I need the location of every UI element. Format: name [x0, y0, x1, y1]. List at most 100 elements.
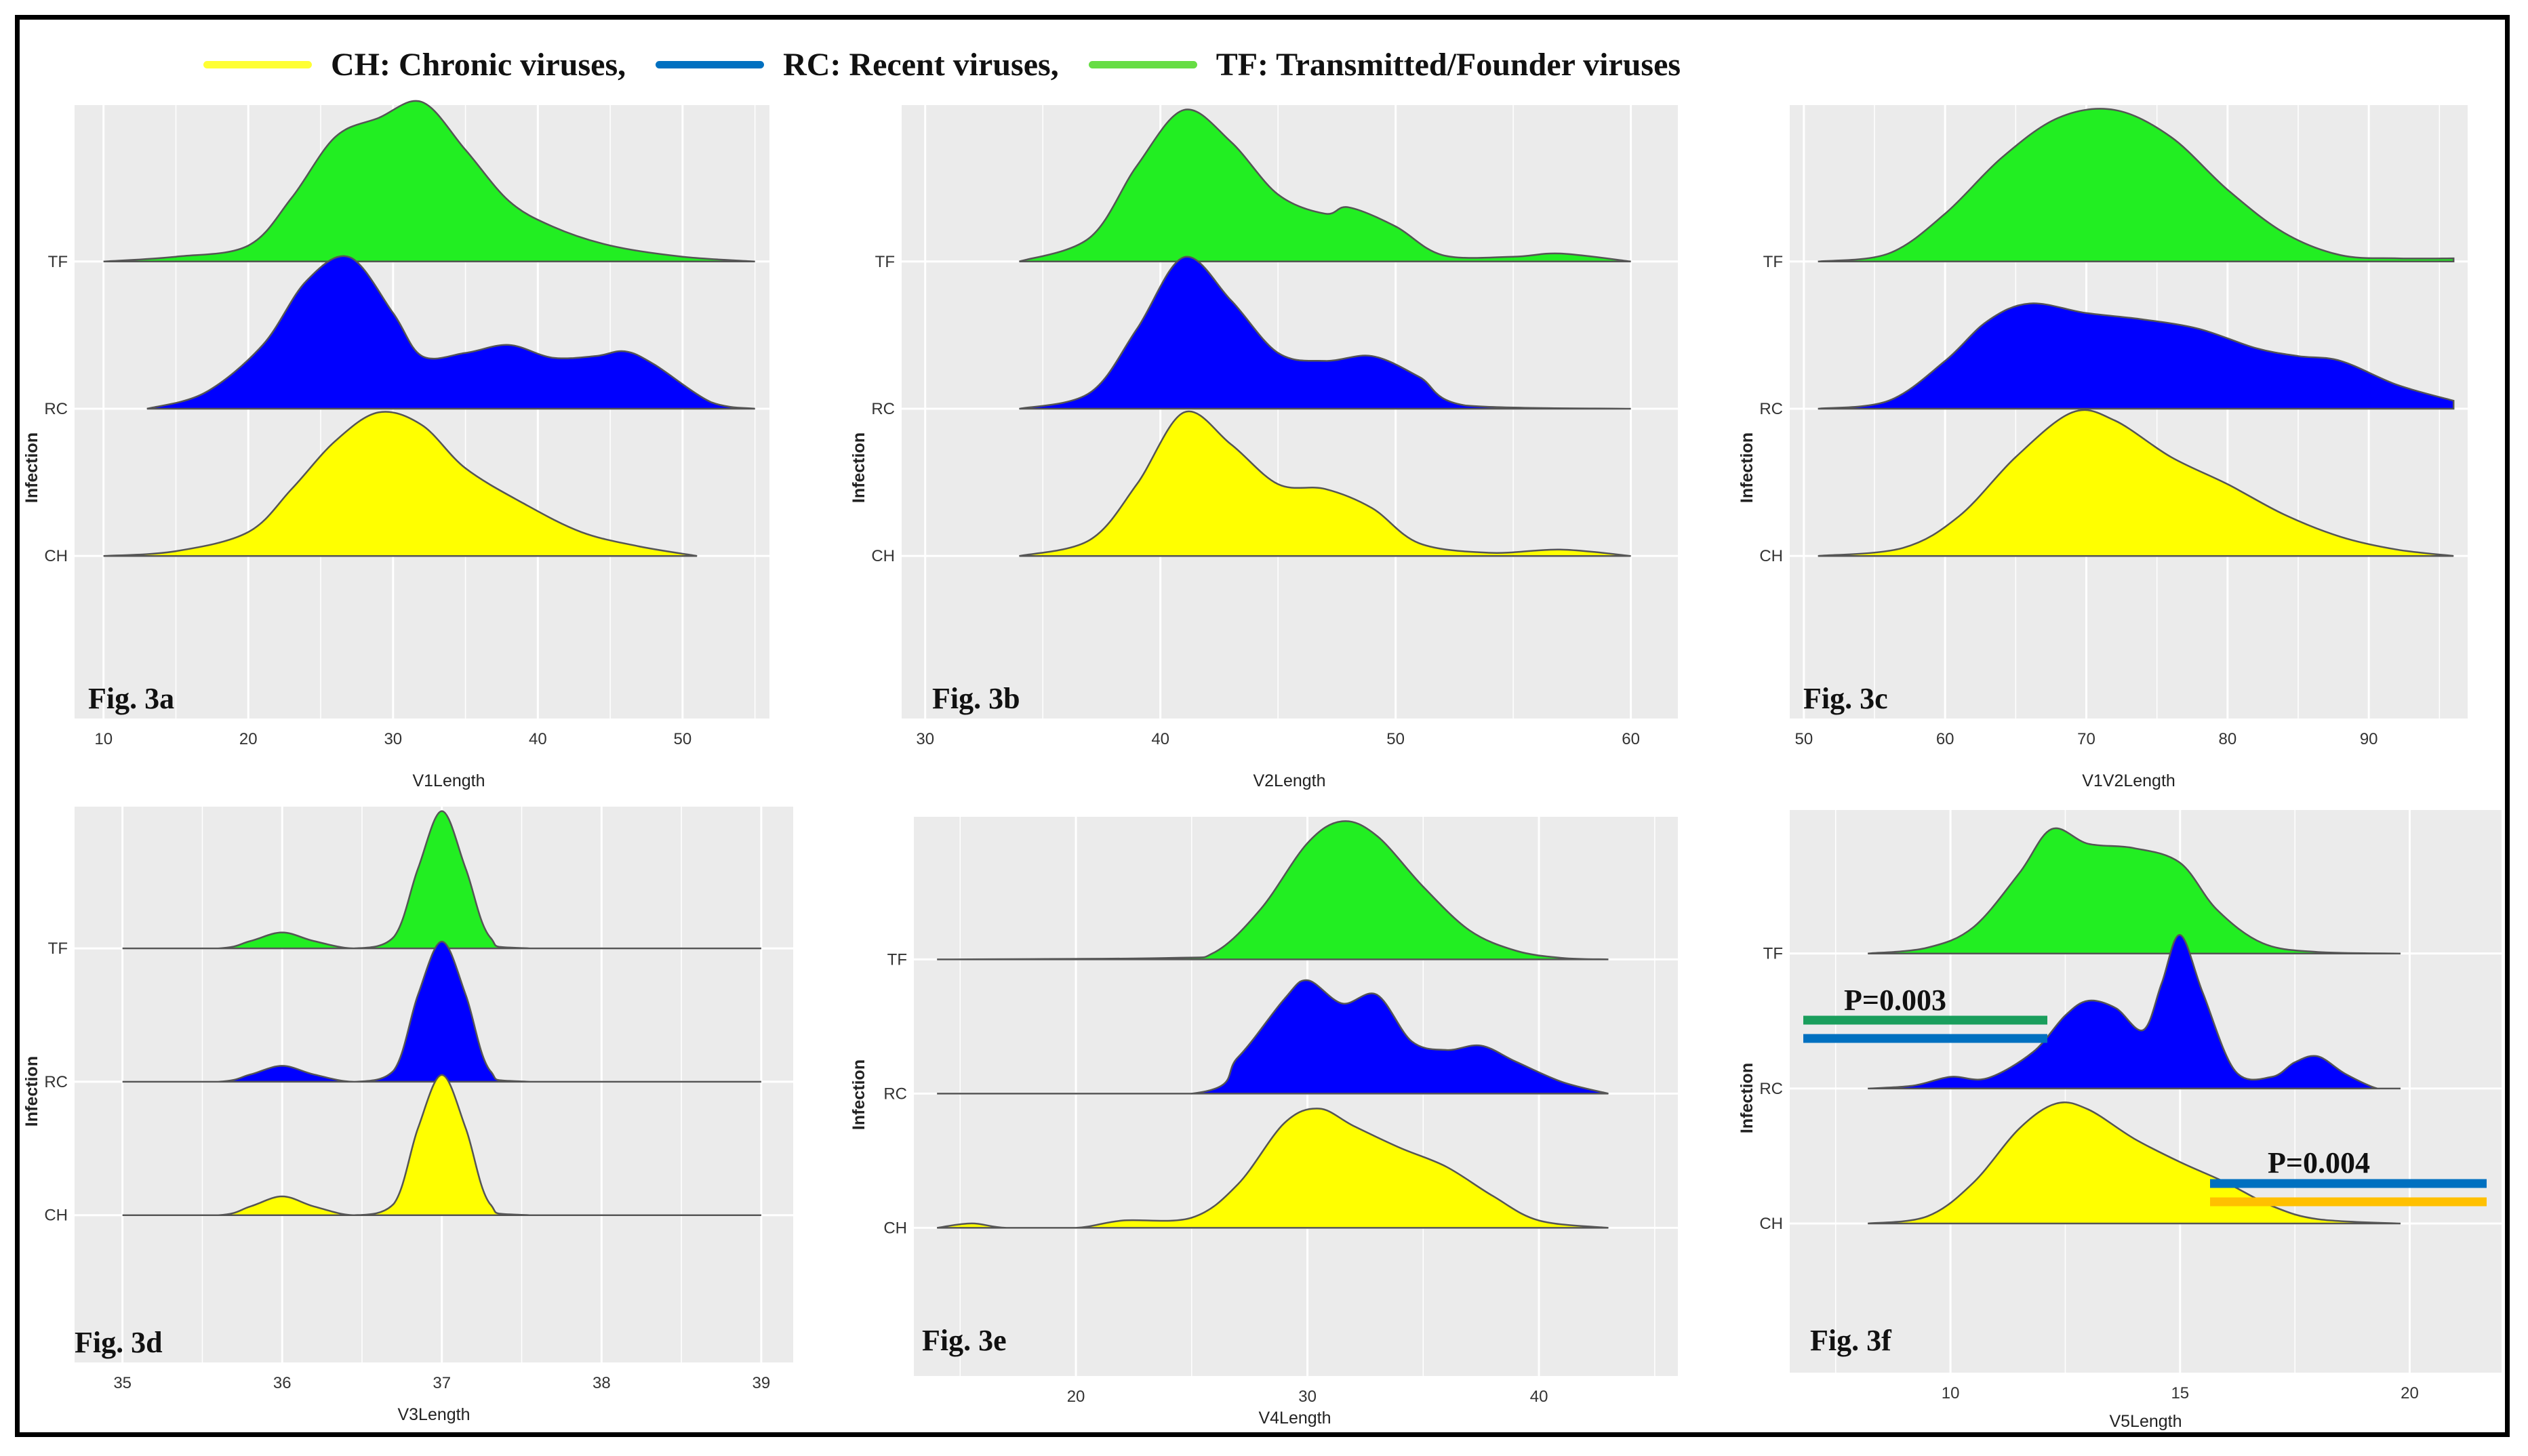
x-tick-3c-50: 50	[1794, 730, 1813, 748]
x-tick-3c-90: 90	[2360, 730, 2378, 748]
y-tick-3e-ch: CH	[883, 1219, 907, 1237]
density-3a-tf	[103, 100, 755, 263]
x-tick-3a-10: 10	[94, 730, 113, 748]
p-value-0004: P=0.004	[2268, 1146, 2370, 1179]
y-tick-3d-ch: CH	[44, 1207, 68, 1225]
x-axis-title-3a: V1Length	[412, 771, 485, 790]
x-tick-3e-30: 30	[1298, 1388, 1317, 1406]
x-tick-3c-80: 80	[2218, 730, 2236, 748]
y-axis-title-3b: Infection	[849, 432, 868, 503]
chart-fig-3a: 10 20 30 40 50 TF RC CH Fig. 3a V1Length Infect…	[22, 100, 769, 790]
legend-item-rc: RC: Recent viruses,	[656, 46, 1059, 83]
x-tick-3d-35: 35	[113, 1374, 132, 1392]
legend-item-tf: TF: Transmitted/Founder viruses	[1088, 46, 1681, 83]
legend-swatch-tf	[1088, 60, 1197, 68]
x-tick-3d-39: 39	[753, 1374, 771, 1392]
x-tick-3e-40: 40	[1530, 1388, 1548, 1406]
fig-label-3c: Fig. 3c	[1803, 682, 1888, 715]
fig-label-3a: Fig. 3a	[88, 682, 174, 715]
y-tick-3c-rc: RC	[1759, 400, 1783, 418]
fig-label-3b: Fig. 3b	[932, 682, 1020, 715]
density-3f-rc	[1868, 934, 2401, 1090]
x-tick-3b-50: 50	[1386, 730, 1405, 748]
y-tick-3b-ch: CH	[871, 547, 895, 565]
y-tick-3a-rc: RC	[44, 400, 68, 418]
y-tick-3d-rc: RC	[44, 1073, 68, 1091]
x-tick-3f-20: 20	[2401, 1384, 2419, 1402]
panel-fig-3c: 50 60 70 80 90 TF RC CH Fig. 3c V1V2Length Infe…	[1736, 88, 2508, 793]
density-3a-ch	[103, 411, 698, 557]
x-tick-3b-30: 30	[916, 730, 934, 748]
y-tick-3e-tf: TF	[887, 950, 907, 969]
legend-label-rc: RC: Recent viruses,	[783, 46, 1059, 83]
x-axis-title-3b: V2Length	[1253, 771, 1325, 790]
x-tick-3f-15: 15	[2171, 1384, 2189, 1402]
x-tick-3c-70: 70	[2077, 730, 2095, 748]
x-tick-3d-36: 36	[273, 1374, 292, 1392]
density-3e-ch	[937, 1108, 1609, 1229]
y-tick-3d-tf: TF	[48, 939, 68, 958]
y-tick-3a-ch: CH	[44, 547, 68, 565]
y-tick-3c-ch: CH	[1759, 547, 1783, 565]
density-3c-rc	[1818, 302, 2455, 410]
y-tick-3f-ch: CH	[1759, 1215, 1783, 1233]
y-axis-title-3c: Infection	[1738, 432, 1757, 503]
legend-label-tf: TF: Transmitted/Founder viruses	[1216, 46, 1681, 83]
x-tick-3d-38: 38	[593, 1374, 611, 1392]
panel-fig-3d: 35 36 37 38 39 TF RC CH Fig. 3d V3Length Infect…	[20, 793, 834, 1437]
panel-fig-3e: 20 30 40 TF RC CH Fig. 3e V4Length Infection	[847, 793, 1688, 1437]
density-3b-rc	[1019, 256, 1631, 410]
fig-label-3d: Fig. 3d	[75, 1326, 163, 1359]
plot-bg-3b	[902, 105, 1678, 719]
chart-fig-3b: 30 40 50 60 TF RC CH Fig. 3b V2Length Infectio…	[849, 105, 1678, 790]
legend: CH: Chronic viruses, RC: Recent viruses,…	[203, 37, 1710, 92]
y-tick-3b-tf: TF	[875, 253, 895, 271]
y-tick-3e-rc: RC	[883, 1085, 907, 1103]
density-3c-tf	[1818, 108, 2455, 263]
panel-fig-3b: 30 40 50 60 TF RC CH Fig. 3b V2Length Infectio…	[847, 88, 1688, 793]
x-tick-3f-10: 10	[1942, 1384, 1960, 1402]
y-tick-3f-rc: RC	[1759, 1080, 1783, 1098]
x-tick-3c-60: 60	[1936, 730, 1954, 748]
x-tick-3b-60: 60	[1622, 730, 1640, 748]
y-axis-title-3f: Infection	[1738, 1063, 1757, 1133]
x-tick-3a-20: 20	[239, 730, 258, 748]
x-tick-3a-50: 50	[674, 730, 692, 748]
x-tick-3b-40: 40	[1151, 730, 1169, 748]
density-3b-ch	[1019, 410, 1631, 557]
density-3f-tf	[1868, 827, 2401, 954]
chart-fig-3d: 35 36 37 38 39 TF RC CH Fig. 3d V3Length Infect…	[22, 807, 793, 1424]
density-3e-rc	[937, 979, 1609, 1095]
x-tick-3e-20: 20	[1067, 1388, 1085, 1406]
x-tick-3a-40: 40	[529, 730, 547, 748]
legend-swatch-rc	[656, 60, 765, 68]
chart-fig-3e: 20 30 40 TF RC CH Fig. 3e V4Length Infection	[849, 817, 1678, 1428]
p-value-0003: P=0.003	[1844, 984, 1946, 1017]
y-tick-3f-tf: TF	[1763, 945, 1783, 963]
x-tick-3a-30: 30	[384, 730, 402, 748]
y-axis-title-3a: Infection	[22, 432, 41, 503]
legend-swatch-ch	[203, 60, 312, 68]
x-axis-title-3c: V1V2Length	[2082, 771, 2175, 790]
y-axis-title-3d: Infection	[22, 1056, 41, 1127]
x-axis-title-3d: V3Length	[397, 1405, 470, 1424]
fig-label-3f: Fig. 3f	[1810, 1324, 1892, 1357]
x-tick-3d-37: 37	[433, 1374, 451, 1392]
density-3f-ch	[1868, 1101, 2401, 1225]
density-3d-rc	[122, 940, 761, 1083]
panel-fig-3a: 10 20 30 40 50 TF RC CH Fig. 3a V1Length Infect…	[20, 88, 834, 793]
fig-label-3e: Fig. 3e	[922, 1324, 1007, 1357]
density-3e-tf	[937, 820, 1609, 960]
density-3d-tf	[122, 810, 761, 950]
x-axis-title-3f: V5Length	[2109, 1412, 2182, 1431]
legend-label-ch: CH: Chronic viruses,	[331, 46, 626, 83]
density-3d-ch	[122, 1074, 761, 1216]
y-tick-3b-rc: RC	[871, 400, 895, 418]
y-axis-title-3e: Infection	[849, 1059, 868, 1130]
legend-item-ch: CH: Chronic viruses,	[203, 46, 626, 83]
chart-fig-3c: 50 60 70 80 90 TF RC CH Fig. 3c V1V2Length Infe…	[1738, 105, 2468, 790]
panel-fig-3f: 10 15 20 TF RC CH Fig. 3f V5Length Infection …	[1736, 793, 2508, 1437]
density-3c-ch	[1818, 409, 2454, 557]
x-axis-title-3e: V4Length	[1258, 1409, 1331, 1428]
